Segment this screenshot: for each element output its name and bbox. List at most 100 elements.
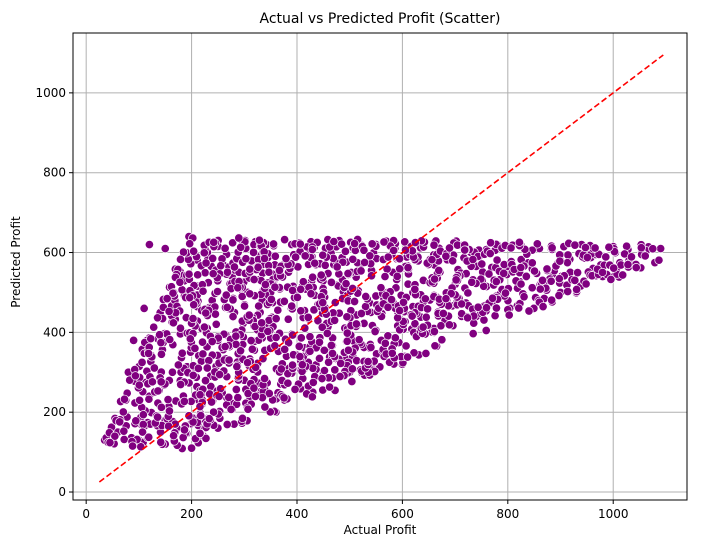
scatter-point (609, 263, 619, 273)
scatter-point (403, 263, 413, 273)
scatter-point (429, 326, 439, 337)
scatter-point (215, 370, 225, 380)
scatter-point (188, 370, 198, 380)
scatter-point (636, 243, 646, 253)
scatter-point (477, 259, 487, 269)
scatter-point (226, 404, 236, 414)
chart-title: Actual vs Predicted Profit (Scatter) (260, 11, 501, 27)
x-tick-label: 400 (286, 507, 309, 521)
scatter-point (325, 382, 335, 392)
scatter-point (387, 295, 397, 305)
scatter-point (135, 395, 145, 405)
scatter-point (421, 348, 431, 358)
scatter-point (294, 341, 304, 351)
scatter-point (486, 238, 496, 248)
scatter-point (246, 336, 256, 346)
scatter-point (209, 407, 219, 417)
scatter-point (196, 411, 206, 421)
scatter-point (137, 427, 148, 437)
scatter-point (119, 434, 129, 444)
scatter-point (342, 336, 352, 346)
scatter-point (521, 271, 531, 281)
scatter-point (184, 269, 194, 279)
x-tick-label: 800 (496, 507, 519, 521)
scatter-point (175, 323, 186, 333)
scatter-point (524, 306, 534, 316)
scatter-point (300, 323, 310, 333)
scatter-point (292, 292, 302, 302)
scatter-point (207, 336, 217, 347)
scatter-point (479, 315, 489, 325)
scatter-point (390, 333, 400, 343)
scatter-point (654, 255, 664, 265)
scatter-point (139, 303, 149, 313)
scatter-point (438, 308, 448, 319)
scatter-point (199, 322, 209, 332)
scatter-point (115, 417, 125, 427)
scatter-point (260, 374, 270, 384)
scatter-point (228, 238, 238, 248)
scatter-point (129, 335, 139, 345)
scatter-point (305, 346, 315, 356)
scatter-point (156, 377, 166, 387)
scatter-point (347, 376, 357, 387)
scatter-point (175, 277, 185, 287)
scatter-point (221, 290, 231, 300)
scatter-point (259, 253, 270, 264)
scatter-point (254, 301, 264, 311)
scatter-point (296, 306, 306, 316)
scatter-point (270, 282, 280, 292)
scatter-point (383, 331, 393, 341)
scatter-point (264, 388, 274, 399)
scatter-point (317, 374, 327, 384)
scatter-point (228, 312, 238, 322)
scatter-point (481, 325, 491, 336)
scatter-point (220, 243, 230, 253)
scatter-point (332, 262, 342, 272)
scatter-point (237, 291, 247, 301)
scatter-point (254, 235, 264, 245)
scatter-point (618, 270, 628, 280)
y-tick-label: 600 (43, 246, 66, 260)
scatter-point (193, 270, 203, 280)
scatter-point (236, 346, 246, 356)
scatter-point (249, 274, 259, 285)
scatter-point (622, 241, 632, 251)
scatter-point (153, 412, 163, 422)
scatter-point (144, 394, 154, 404)
scatter-point (163, 421, 174, 431)
scatter-point (195, 390, 205, 400)
scatter-point (271, 332, 281, 343)
scatter-point (437, 335, 447, 345)
scatter-point (468, 254, 478, 265)
scatter-point (532, 239, 542, 249)
scatter-point (460, 245, 470, 255)
scatter-point (514, 303, 524, 313)
y-tick-label: 1000 (35, 86, 66, 100)
scatter-point (318, 250, 328, 260)
scatter-point (216, 261, 226, 271)
scatter-point (163, 395, 173, 405)
scatter-point (188, 314, 198, 324)
scatter-point (164, 306, 174, 316)
scatter-point (155, 330, 165, 340)
scatter-point (146, 334, 156, 344)
scatter-point (179, 396, 189, 406)
scatter-point (185, 239, 195, 249)
scatter-point (463, 288, 473, 298)
scatter-point (179, 425, 189, 435)
x-tick-label: 600 (391, 507, 414, 521)
scatter-point (164, 406, 174, 416)
scatter-point (143, 348, 154, 358)
scatter-point (441, 251, 451, 261)
scatter-point (359, 245, 369, 255)
scatter-point (144, 239, 154, 250)
scatter-point (554, 274, 564, 284)
scatter-point (212, 286, 223, 297)
scatter-point (519, 292, 529, 302)
scatter-point (640, 251, 650, 261)
scatter-point (329, 237, 339, 247)
scatter-point (314, 337, 325, 347)
scatter-point (463, 313, 473, 323)
